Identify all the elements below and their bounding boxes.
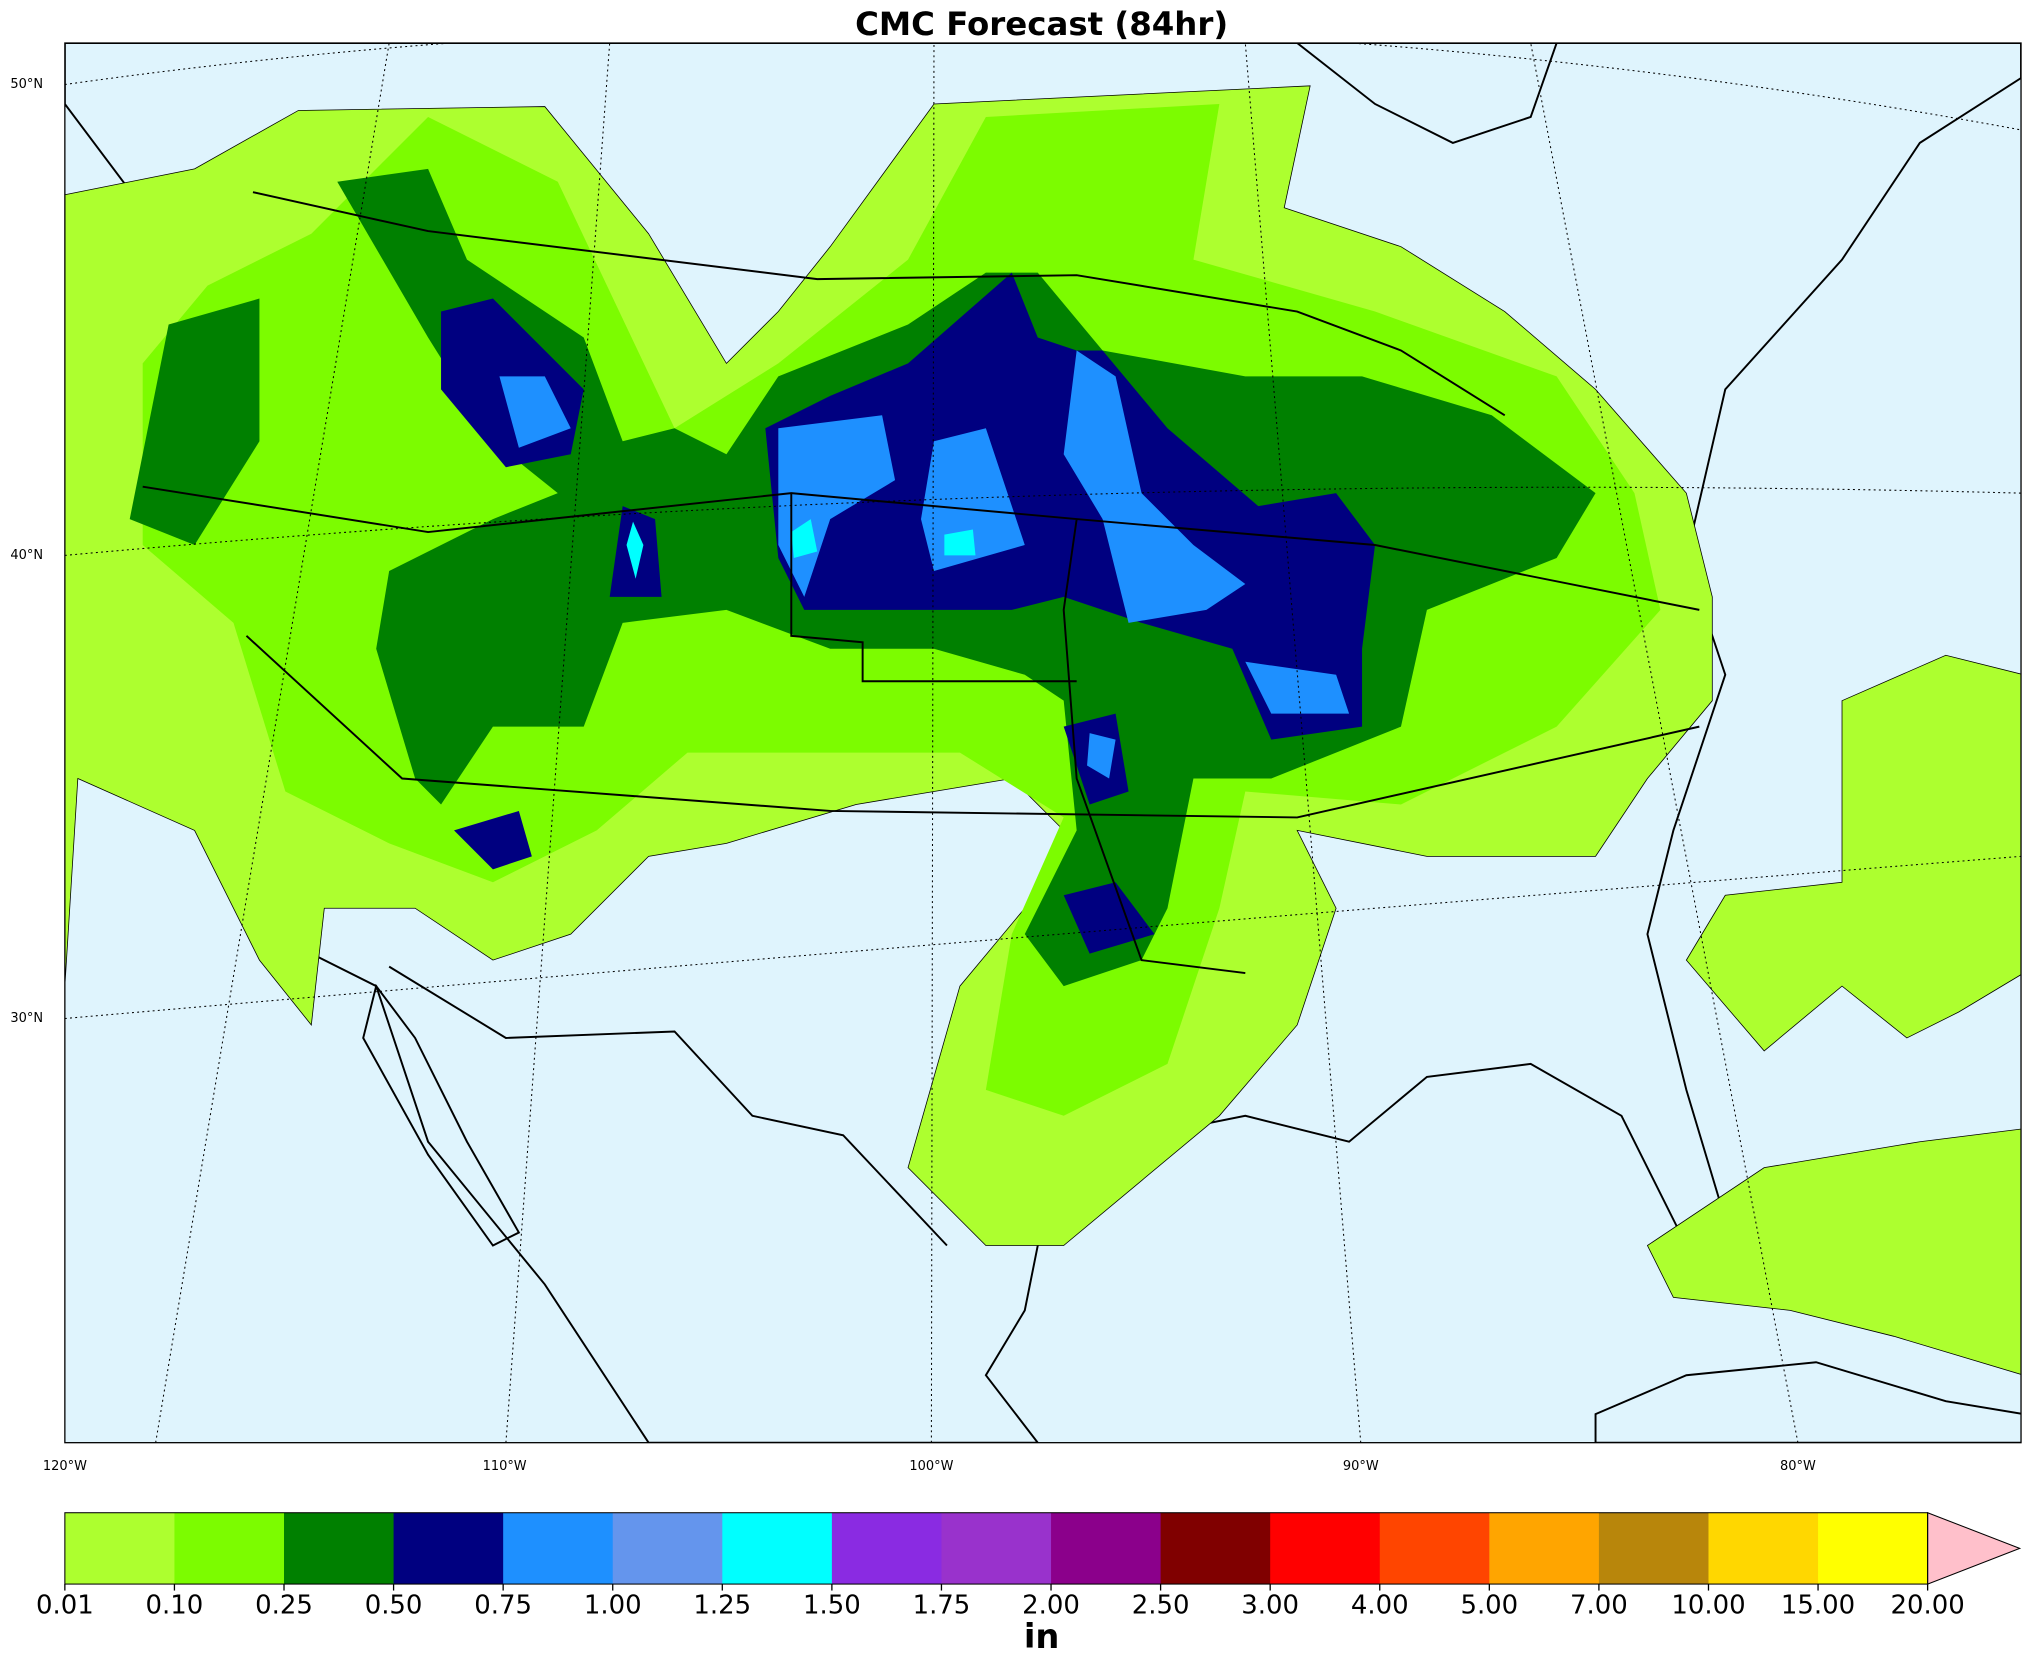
- title: CMC Forecast (84hr): [855, 5, 1228, 43]
- colorbar-outline: [64, 1512, 1929, 1585]
- colorbar-extension: [1927, 1511, 2022, 1585]
- colorbar-tick-label: 1.00: [584, 1591, 642, 1621]
- colorbar-segment: [612, 1512, 723, 1585]
- colorbar-tick-label: 0.25: [255, 1591, 313, 1621]
- map: 50°N 40°N 30°N 120°W 110°W 100°W 90°W 80…: [10, 42, 2022, 1474]
- colorbar-tick-label: 0.10: [146, 1591, 204, 1621]
- precip-1.25: [626, 519, 976, 579]
- colorbar: 0.01 0.10 0.25 0.50 0.75 1.00 1.25 1.50 1.75 2.00…: [36, 1511, 2022, 1621]
- borders: [142, 191, 1700, 1247]
- colorbar-tick-label: 0.50: [365, 1591, 423, 1621]
- colorbar-segment: [174, 1512, 285, 1585]
- colorbar-segment: [1818, 1512, 1929, 1585]
- map-frame: [64, 42, 2022, 1444]
- lat-label: 50°N: [10, 77, 43, 92]
- precip-0.01-atlantic: [1646, 654, 2022, 1375]
- colorbar-segment: [1160, 1512, 1271, 1585]
- colorbar-segment: [64, 1512, 176, 1585]
- colorbar-tick-label: 15.00: [1781, 1591, 1855, 1621]
- lon-label: 100°W: [909, 1459, 953, 1474]
- lon-label: 80°W: [1780, 1459, 1816, 1474]
- lat-label: 40°N: [10, 548, 43, 563]
- hudson-bay: [1295, 43, 1558, 144]
- colorbar-segment: [503, 1512, 614, 1585]
- colorbar-tick-label: 1.25: [693, 1591, 751, 1621]
- colorbar-segment: [284, 1512, 395, 1585]
- colorbar-segment: [1598, 1512, 1710, 1585]
- colorbar-segment: [1379, 1512, 1490, 1585]
- colorbar-segment: [1708, 1512, 1819, 1585]
- colorbar-segment: [941, 1512, 1052, 1585]
- colorbar-segment: [1270, 1512, 1381, 1585]
- colorbar-tick-label: 1.75: [913, 1591, 971, 1621]
- lon-label: 120°W: [43, 1459, 87, 1474]
- colorbar-segment: [393, 1512, 504, 1585]
- colorbar-tick-label: 4.00: [1351, 1591, 1409, 1621]
- graticule: [64, 43, 2022, 1443]
- graticule-labels: 50°N 40°N 30°N 120°W 110°W 100°W 90°W 80…: [10, 77, 1816, 1474]
- colorbar-tick-label: 0.01: [36, 1591, 94, 1621]
- lat-label: 30°N: [10, 1011, 43, 1026]
- colorbar-segment: [1489, 1512, 1600, 1585]
- lon-label: 90°W: [1343, 1459, 1379, 1474]
- precip-0.50: [441, 272, 1376, 954]
- colorbar-tick-label: 0.75: [474, 1591, 532, 1621]
- cuba: [1594, 1361, 2022, 1443]
- precip-0.75: [499, 350, 1350, 779]
- gulf-of-california: [362, 983, 521, 1247]
- colorbar-segment: [831, 1512, 943, 1585]
- lon-label: 110°W: [483, 1459, 527, 1474]
- colorbar-segment: [1051, 1512, 1162, 1585]
- colorbar-segment: [722, 1512, 833, 1585]
- colorbar-tick-label: 10.00: [1671, 1591, 1745, 1621]
- colorbar-tick-label: 2.50: [1132, 1591, 1190, 1621]
- colorbar-tick-label: 3.00: [1241, 1591, 1299, 1621]
- colorbar-tick-label: 20.00: [1890, 1591, 1964, 1621]
- colorbar-tick-label: 2.00: [1022, 1591, 1080, 1621]
- colorbar-label: in: [1024, 1617, 1060, 1656]
- colorbar-tick-label: 7.00: [1570, 1591, 1628, 1621]
- colorbar-tick-label: 5.00: [1460, 1591, 1518, 1621]
- colorbar-tick-label: 1.50: [803, 1591, 861, 1621]
